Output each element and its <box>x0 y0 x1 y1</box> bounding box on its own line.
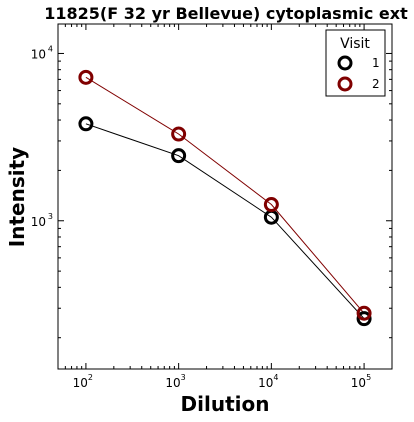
x-tick-label-exp: 4 <box>273 373 278 382</box>
series-1-point <box>171 148 187 164</box>
y-tick-label-base: 10 <box>31 47 46 61</box>
series-1-point <box>356 311 372 327</box>
x-tick-label: 10 3 <box>165 373 185 390</box>
plot-frame <box>57 23 393 370</box>
x-tick-label-base: 10 <box>73 376 88 390</box>
series-2-point <box>171 126 187 142</box>
y-tick-label-base: 10 <box>31 215 46 229</box>
y-tick-label-exp: 3 <box>48 212 53 221</box>
series-1-line <box>85 123 365 319</box>
y-tick-label: 410 <box>31 44 53 61</box>
legend-box <box>325 29 386 97</box>
series-2-point <box>356 305 372 321</box>
legend-marker <box>337 55 353 71</box>
legend-label: 2 <box>372 77 380 91</box>
legend: Visit 1 2 <box>325 29 386 97</box>
x-tick-label: 10 5 <box>351 373 371 390</box>
series-1-point <box>78 116 94 132</box>
legend-title: Visit <box>340 36 370 52</box>
y-tick-label: 310 <box>31 212 53 229</box>
x-tick-label-exp: 5 <box>366 373 371 382</box>
x-tick-label-exp: 2 <box>88 373 93 382</box>
series-lines <box>85 76 365 319</box>
x-tick-label-base: 10 <box>258 376 273 390</box>
x-tick-label: 10 2 <box>73 373 93 390</box>
x-axis-label: Dilution <box>181 392 270 416</box>
y-axis-label: Intensity <box>5 147 29 247</box>
series-2-point <box>263 197 279 213</box>
legend-label: 1 <box>372 56 380 70</box>
x-tick-label-exp: 3 <box>181 373 186 382</box>
legend-marker <box>337 76 353 92</box>
chart-title: 11825(F 32 yr Bellevue) cytoplasmic ext <box>44 4 408 23</box>
y-tick-label-exp: 4 <box>48 44 53 53</box>
x-tick-label-base: 10 <box>351 376 366 390</box>
series-2-line <box>85 76 365 314</box>
series-2-point <box>78 69 94 85</box>
x-tick-label-base: 10 <box>165 376 180 390</box>
x-tick-label: 10 4 <box>258 373 278 390</box>
series-markers <box>78 69 372 327</box>
